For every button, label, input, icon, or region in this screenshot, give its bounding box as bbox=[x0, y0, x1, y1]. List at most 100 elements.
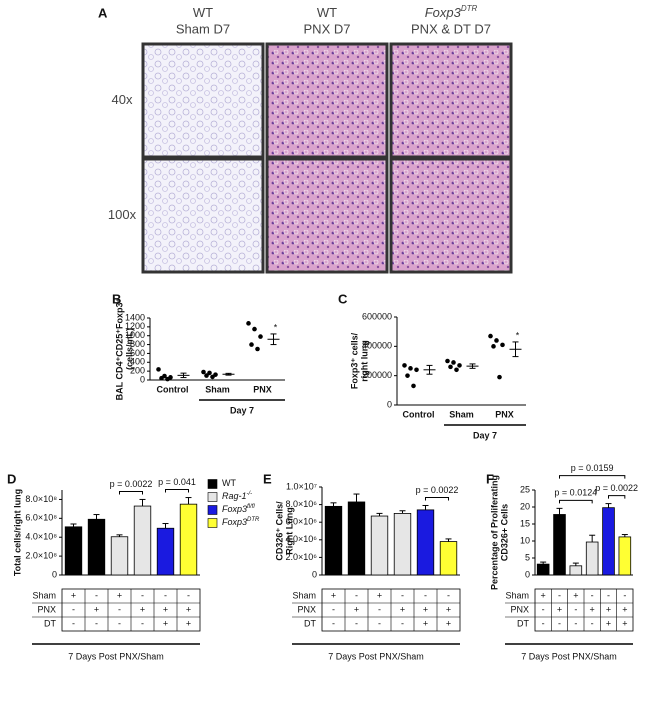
data-point bbox=[402, 363, 407, 368]
significance-star: * bbox=[274, 322, 278, 332]
table-row-label: DT bbox=[517, 618, 529, 628]
bar bbox=[536, 563, 550, 576]
bar bbox=[439, 541, 458, 576]
y-axis-label: Foxp3⁺ cells/ bbox=[349, 332, 359, 389]
histology-image bbox=[141, 42, 265, 159]
legend-label: Foxp3DTR bbox=[222, 517, 260, 528]
data-point bbox=[258, 334, 263, 339]
data-point bbox=[488, 333, 493, 339]
y-tick-label: 8.0×10⁸ bbox=[25, 494, 57, 504]
annotation: p = 0.0159 bbox=[571, 463, 614, 473]
table-cell: + bbox=[423, 618, 428, 628]
x-tick-label: Control bbox=[403, 409, 435, 419]
group-label: Day 7 bbox=[230, 405, 254, 415]
y-axis-label: BAL CD4⁺CD25⁺Foxp3⁺ bbox=[114, 297, 124, 400]
y-tick-label: 200 bbox=[130, 366, 145, 376]
table-cell: - bbox=[607, 590, 610, 600]
table-cell: - bbox=[542, 618, 545, 628]
x-tick-label: Control bbox=[157, 384, 189, 394]
bar bbox=[416, 509, 435, 576]
annotation: p = 0.0022 bbox=[416, 485, 459, 495]
legend-sup: DTR bbox=[247, 517, 260, 523]
table-cell: + bbox=[331, 590, 336, 600]
table-cell: - bbox=[401, 590, 404, 600]
data-point bbox=[201, 369, 206, 375]
legend-swatch bbox=[207, 479, 218, 489]
bar bbox=[87, 518, 106, 576]
bar bbox=[553, 514, 566, 576]
y-tick-label: 15 bbox=[520, 518, 530, 528]
column-header: PNX & DT D7 bbox=[411, 21, 491, 36]
y-tick-label: 8.0×10⁶ bbox=[286, 499, 318, 509]
table-cell: + bbox=[446, 618, 451, 628]
table-cell: - bbox=[332, 618, 335, 628]
table-cell: + bbox=[400, 604, 405, 614]
table-cell: - bbox=[378, 618, 381, 628]
table-cell: - bbox=[424, 590, 427, 600]
data-point bbox=[457, 363, 462, 368]
table-row-label: Sham bbox=[505, 590, 529, 600]
table-footer: 7 Days Post PNX/Sham bbox=[521, 651, 617, 661]
table-cell: + bbox=[590, 604, 595, 614]
data-point bbox=[500, 342, 505, 348]
column-header-text: WT bbox=[317, 5, 337, 20]
panel-label: F bbox=[486, 471, 494, 486]
y-tick-label: 20 bbox=[520, 501, 530, 511]
y-tick-label: 400 bbox=[130, 357, 145, 367]
y-tick-label: 25 bbox=[520, 484, 530, 494]
table-cell: + bbox=[622, 604, 627, 614]
bar bbox=[133, 505, 152, 576]
table-row-label: PNX bbox=[37, 604, 56, 614]
table-cell: - bbox=[118, 604, 121, 614]
histology-image bbox=[141, 157, 265, 274]
table-cell: + bbox=[94, 604, 99, 614]
table-cell: + bbox=[186, 618, 191, 628]
column-header-text: WT bbox=[193, 5, 213, 20]
y-axis-label: Right Lung bbox=[284, 507, 294, 554]
table-row-label: Sham bbox=[32, 590, 56, 600]
y-tick-label: 200000 bbox=[362, 370, 392, 380]
group-label: Day 7 bbox=[473, 430, 497, 440]
y-tick-label: 1000 bbox=[125, 330, 145, 340]
y-tick-label: 600000 bbox=[362, 311, 392, 321]
bar bbox=[585, 541, 599, 576]
bar bbox=[324, 505, 343, 576]
panel-label: E bbox=[263, 471, 272, 486]
table-cell: + bbox=[622, 618, 627, 628]
significance-bracket bbox=[559, 499, 593, 504]
y-tick-label: 5 bbox=[525, 552, 530, 562]
table-cell: - bbox=[332, 604, 335, 614]
panel-label: B bbox=[112, 291, 121, 306]
column-header-sup: DTR bbox=[461, 4, 478, 13]
data-point bbox=[207, 370, 212, 376]
data-point bbox=[156, 367, 161, 372]
bar bbox=[618, 536, 632, 576]
y-tick-label: 2.0×10⁶ bbox=[286, 552, 318, 562]
y-tick-label: 400000 bbox=[362, 341, 392, 351]
table-cell: + bbox=[541, 590, 546, 600]
y-tick-label: 0 bbox=[140, 374, 145, 384]
table-row-label: Sham bbox=[292, 590, 316, 600]
y-tick-label: 0 bbox=[312, 569, 317, 579]
data-point bbox=[252, 326, 257, 332]
data-point bbox=[494, 338, 499, 343]
y-tick-label: 1.0×10⁷ bbox=[286, 481, 317, 491]
table-cell: - bbox=[355, 590, 358, 600]
bar bbox=[179, 503, 198, 576]
annotation: p = 0.0124 bbox=[554, 488, 597, 498]
table-cell: + bbox=[354, 604, 359, 614]
table-cell: - bbox=[623, 590, 626, 600]
table-row-label: DT bbox=[44, 618, 56, 628]
legend-label: WT bbox=[222, 478, 236, 488]
y-axis-label: Percentage of Proliferating bbox=[489, 475, 499, 590]
table-cell: - bbox=[72, 618, 75, 628]
bar bbox=[64, 526, 83, 576]
data-point bbox=[204, 373, 209, 378]
significance-bracket bbox=[165, 489, 189, 493]
table-cell: + bbox=[446, 604, 451, 614]
bar bbox=[602, 507, 615, 576]
table-cell: - bbox=[141, 590, 144, 600]
y-tick-label: 0 bbox=[387, 399, 392, 409]
table-row-label: PNX bbox=[297, 604, 316, 614]
